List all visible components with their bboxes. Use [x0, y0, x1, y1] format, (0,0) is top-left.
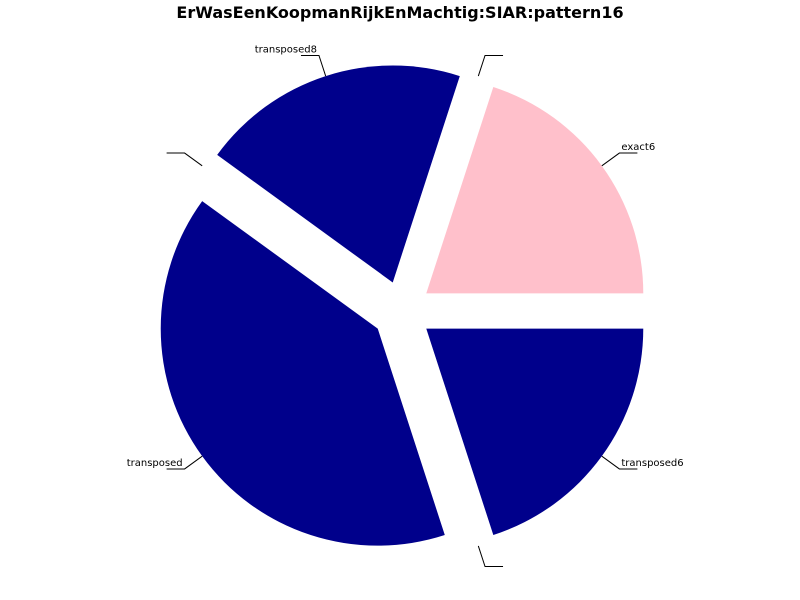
pie-slice-transposed8	[217, 65, 460, 283]
leader-line-exact6	[601, 152, 638, 167]
leader-line-transposed8	[300, 54, 327, 77]
leader-line-transposed	[166, 455, 203, 470]
slice-label-transposed6: transposed6	[621, 458, 683, 469]
slice-label-transposed: transposed	[127, 458, 183, 469]
slice-label-exact6: exact6	[621, 142, 655, 153]
leader-line-transposed6	[601, 455, 638, 470]
pie-slice-transposed6	[426, 328, 644, 536]
slice-label-transposed8: transposed8	[255, 44, 317, 55]
pie-slices	[160, 65, 644, 546]
chart-title: ErWasEenKoopmanRijkEnMachtig:SIAR:patter…	[176, 3, 624, 22]
pie-slice-exact6	[426, 86, 644, 294]
leader-line-unlabeled-3	[166, 152, 203, 167]
pie-slice-transposed	[160, 201, 445, 546]
pie-labels: transposed6 transposed transposed8 exact6	[127, 44, 684, 568]
leader-line-unlabeled-5	[477, 54, 504, 77]
leader-line-unlabeled-1	[477, 545, 504, 568]
